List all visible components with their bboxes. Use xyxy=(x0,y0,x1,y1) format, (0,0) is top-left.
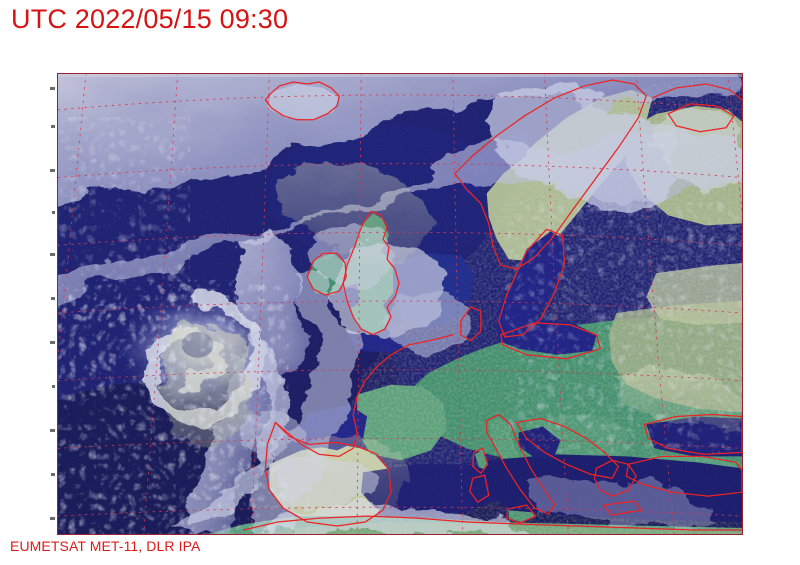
satellite-image-canvas xyxy=(58,74,742,534)
top-scanline xyxy=(58,74,742,77)
image-credit: EUMETSAT MET-11, DLR IPA xyxy=(10,538,201,554)
left-axis-ticks xyxy=(50,73,56,535)
satellite-image-panel xyxy=(57,73,743,535)
image-grain xyxy=(58,74,742,534)
page-title: UTC 2022/05/15 09:30 xyxy=(11,4,289,34)
